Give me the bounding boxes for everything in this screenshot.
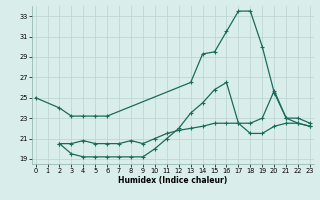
X-axis label: Humidex (Indice chaleur): Humidex (Indice chaleur) [118, 176, 228, 185]
